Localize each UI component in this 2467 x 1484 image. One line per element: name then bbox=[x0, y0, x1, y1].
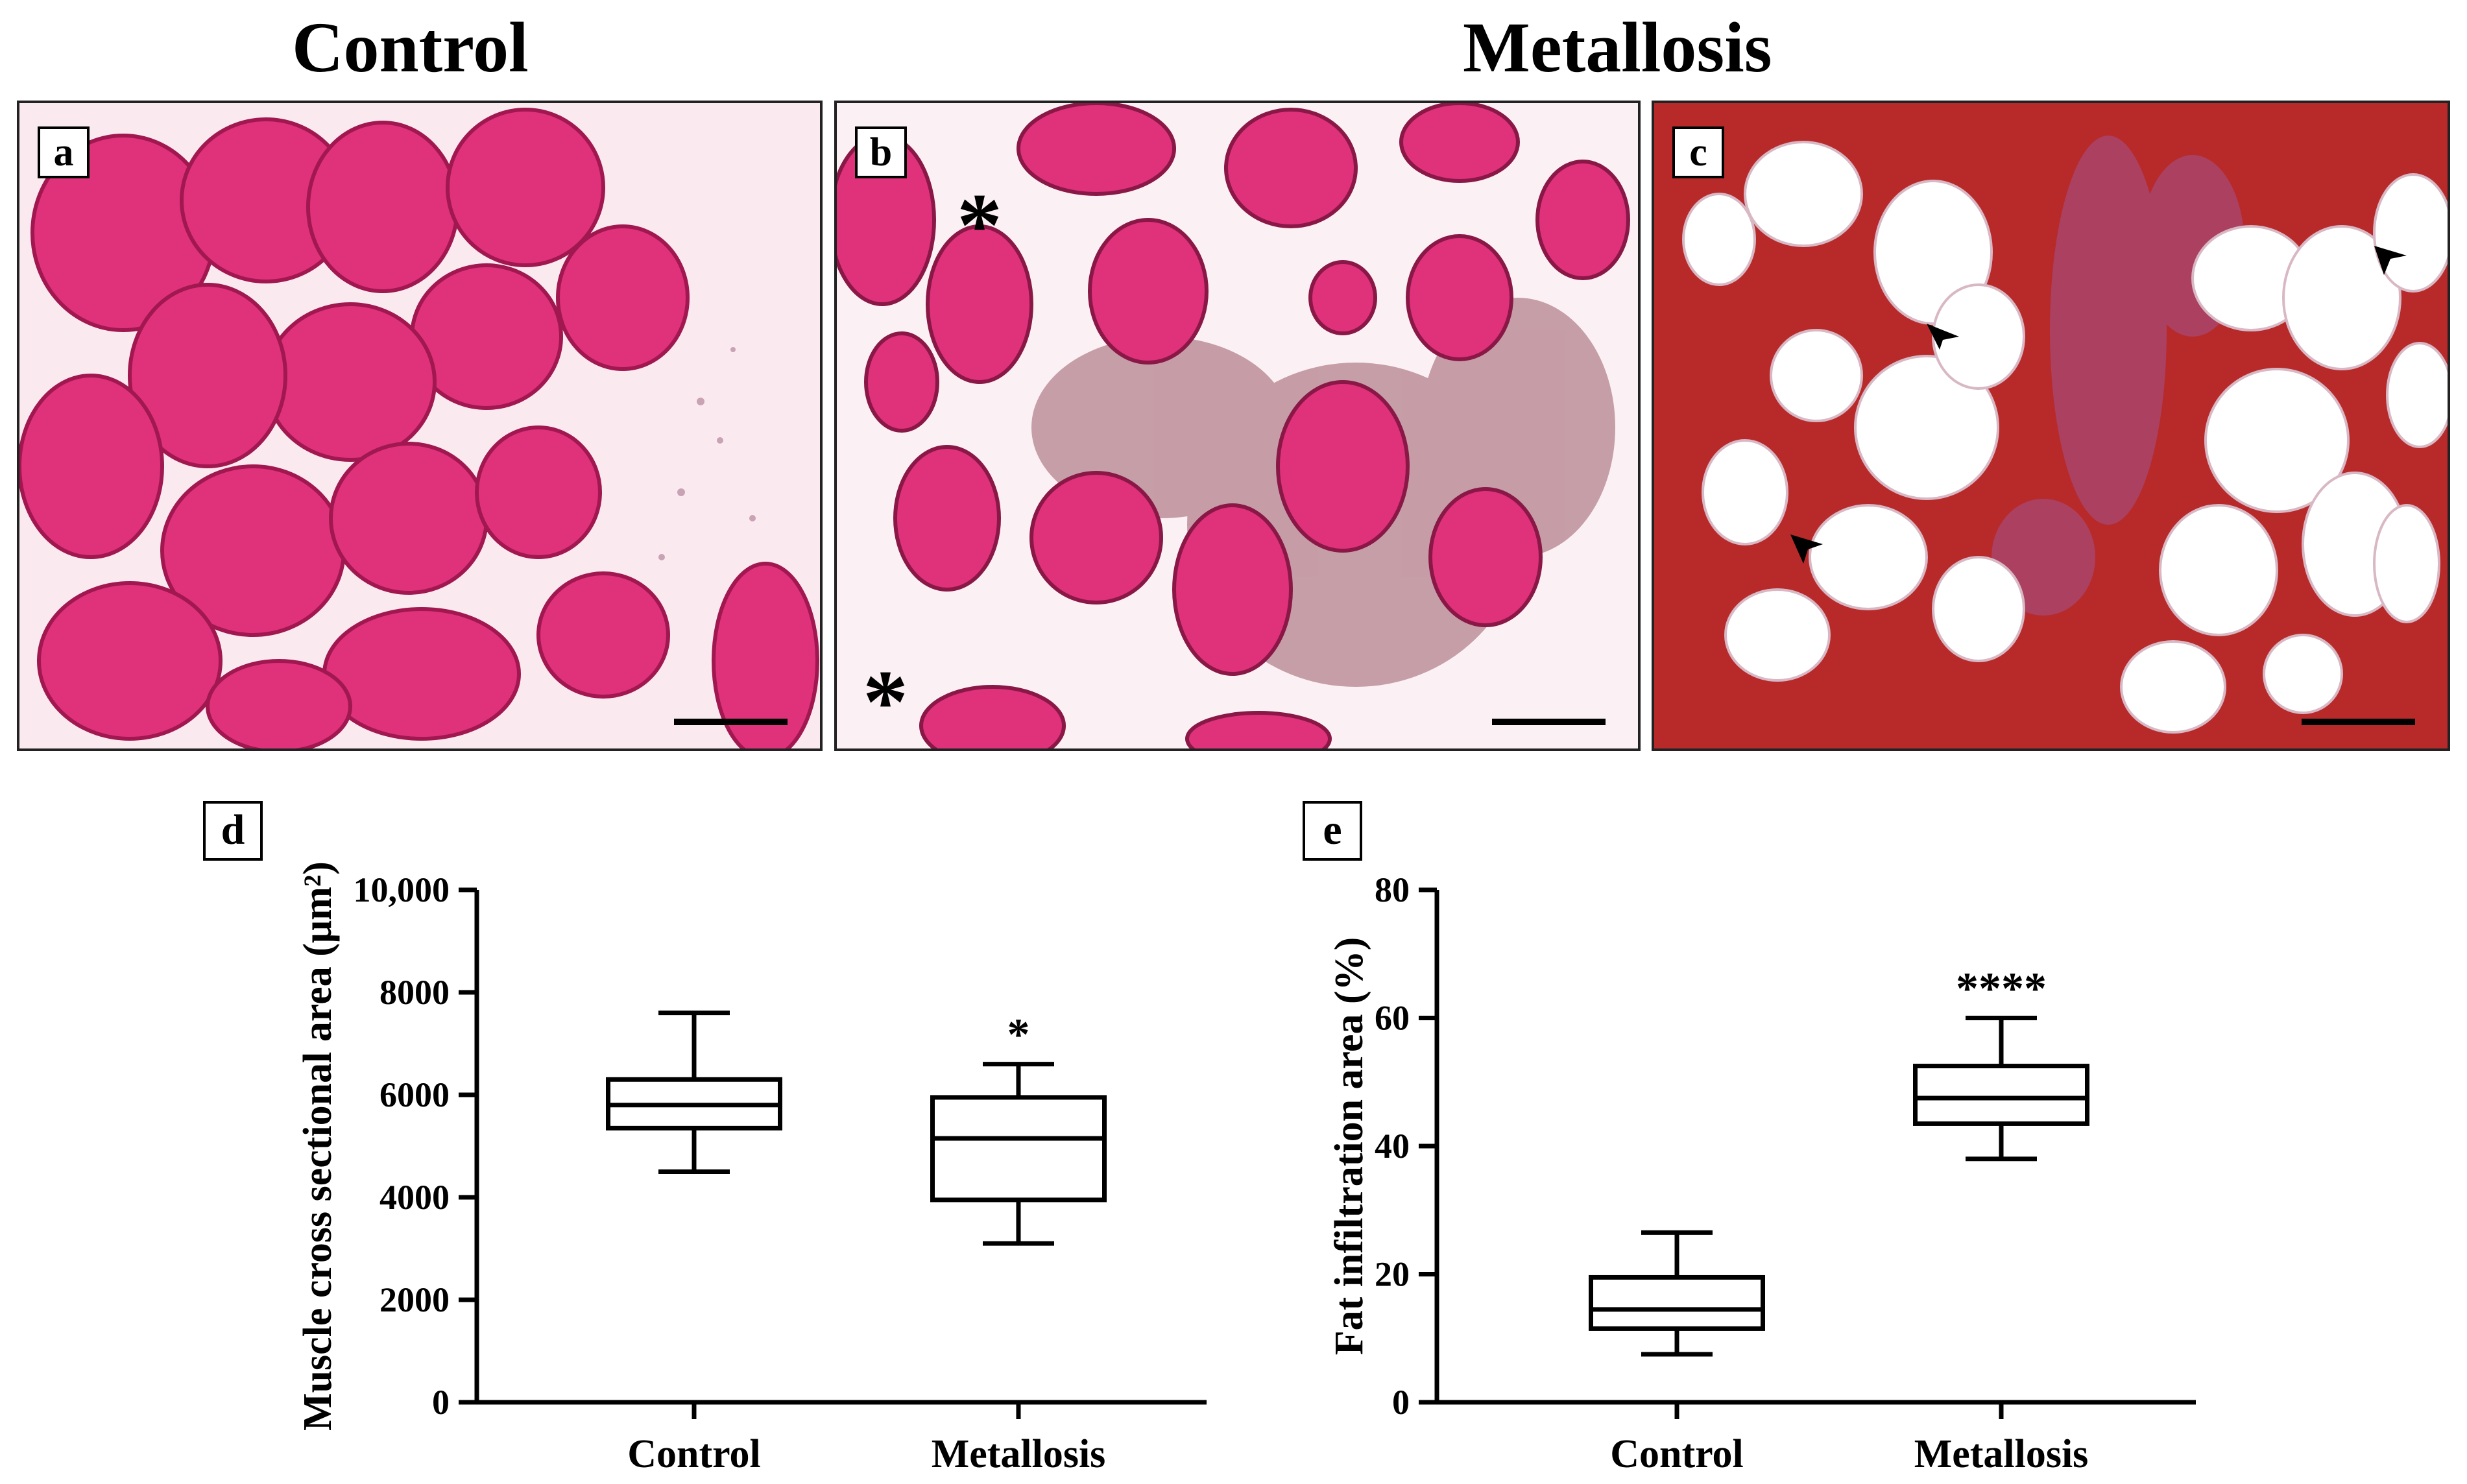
x-tick-label: Control bbox=[1610, 1432, 1744, 1476]
arrowhead-marker bbox=[1927, 324, 1959, 350]
y-tick-label: 0 bbox=[1392, 1383, 1410, 1422]
fat-infiltration-image bbox=[1654, 103, 2448, 748]
box-plot-charts: 0 2000 4000 6000 8000 10,000 Muscle cross sect… bbox=[296, 861, 2196, 1476]
panel-label-a: a bbox=[38, 126, 90, 178]
atrophic-fibers-image: * * bbox=[837, 103, 1638, 748]
panel-label-b: b bbox=[855, 126, 907, 178]
panel-label-c: c bbox=[1672, 126, 1724, 178]
y-tick-label: 8000 bbox=[379, 973, 450, 1012]
chart-label-d: d bbox=[203, 801, 263, 861]
heading-control: Control bbox=[292, 8, 529, 87]
asterisk-marker: * bbox=[957, 175, 1002, 276]
y-tick-label: 20 bbox=[1375, 1255, 1410, 1294]
micrograph-metallosis-muscle: * * b bbox=[834, 101, 1641, 751]
y-tick-label: 10,000 bbox=[354, 870, 450, 909]
y-tick-label: 60 bbox=[1375, 999, 1410, 1038]
scale-bar bbox=[674, 719, 788, 725]
micrograph-metallosis-fat: c bbox=[1652, 101, 2450, 751]
iqr-box bbox=[930, 1095, 1107, 1203]
iqr-box bbox=[1589, 1275, 1765, 1331]
box-control: Control bbox=[1589, 1230, 1765, 1476]
micrograph-control: a bbox=[17, 101, 823, 751]
asterisk-marker: * bbox=[863, 652, 908, 748]
box-plot-d: 0 2000 4000 6000 8000 10,000 Muscle cross sect… bbox=[296, 861, 1207, 1476]
significance-marker: **** bbox=[1956, 964, 2047, 1014]
y-axis-label: Fat infiltration area (%) bbox=[1327, 937, 1371, 1356]
x-tick-label: Control bbox=[627, 1432, 761, 1476]
y-tick-label: 0 bbox=[432, 1383, 450, 1422]
scale-bar bbox=[1492, 719, 1606, 725]
arrowhead-marker bbox=[1790, 534, 1823, 564]
y-tick-label: 6000 bbox=[379, 1075, 450, 1114]
box-metallosis: Metallosis **** bbox=[1913, 964, 2089, 1476]
y-tick-label: 40 bbox=[1375, 1127, 1410, 1166]
iqr-box bbox=[1913, 1064, 2089, 1126]
scale-bar bbox=[2302, 719, 2415, 725]
arrowhead-marker bbox=[2374, 246, 2407, 275]
chart-label-e: e bbox=[1303, 801, 1362, 861]
y-tick-label: 2000 bbox=[379, 1280, 450, 1319]
y-axis-label: Muscle cross sectional area (μm²) bbox=[296, 861, 340, 1431]
x-tick-label: Metallosis bbox=[932, 1432, 1106, 1476]
x-tick-label: Metallosis bbox=[1914, 1432, 2089, 1476]
box-control: Control bbox=[606, 1011, 782, 1476]
significance-marker: * bbox=[1007, 1011, 1030, 1060]
muscle-fibers-image bbox=[19, 103, 820, 748]
y-tick-label: 80 bbox=[1375, 870, 1410, 909]
box-metallosis: Metallosis * bbox=[930, 1011, 1107, 1476]
y-tick-label: 4000 bbox=[379, 1178, 450, 1217]
heading-metallosis: Metallosis bbox=[1463, 8, 1772, 87]
